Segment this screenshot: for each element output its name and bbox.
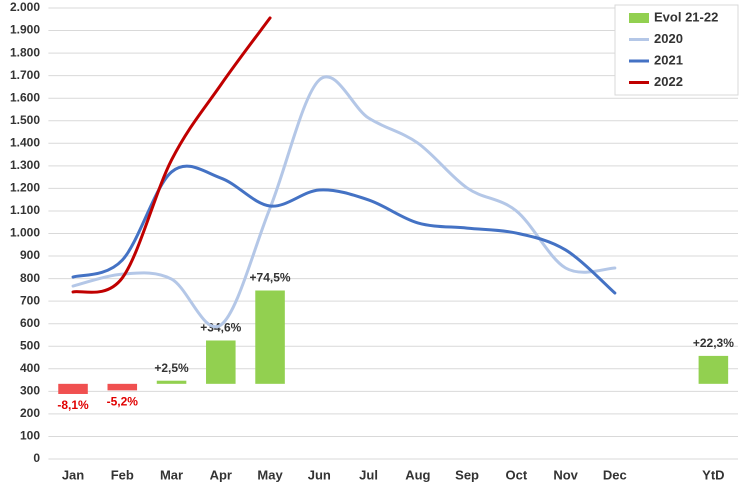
bar xyxy=(58,383,88,394)
legend-label: 2020 xyxy=(654,31,683,46)
data-label: -5,2% xyxy=(107,395,139,409)
y-tick-label: 1.400 xyxy=(10,135,40,149)
y-tick-label: 1.500 xyxy=(10,113,40,127)
x-tick-label: May xyxy=(257,467,283,482)
line xyxy=(71,75,617,329)
bar xyxy=(255,290,285,384)
y-tick-label: 500 xyxy=(20,338,40,352)
x-tick-label: Feb xyxy=(111,467,134,482)
y-tick-label: 900 xyxy=(20,248,40,262)
x-tick-label: Aug xyxy=(405,467,430,482)
line xyxy=(71,16,272,294)
bar xyxy=(698,355,729,384)
data-label: +2,5% xyxy=(154,361,189,375)
data-label: +74,5% xyxy=(250,271,291,285)
bar xyxy=(206,340,236,384)
x-tick-label: Nov xyxy=(553,467,578,482)
y-tick-label: 1.100 xyxy=(10,203,40,217)
y-tick-label: 800 xyxy=(20,271,40,285)
x-tick-label: Jan xyxy=(62,467,84,482)
y-tick-label: 0 xyxy=(33,451,40,465)
x-tick-label: YtD xyxy=(702,467,724,482)
y-tick-label: 100 xyxy=(20,429,40,443)
x-tick-label: Mar xyxy=(160,467,183,482)
x-tick-label: Jun xyxy=(308,467,331,482)
y-tick-label: 1.600 xyxy=(10,90,40,104)
y-tick-label: 1.300 xyxy=(10,158,40,172)
legend-label: 2022 xyxy=(654,74,683,89)
y-tick-label: 1.200 xyxy=(10,181,40,195)
data-label: -8,1% xyxy=(57,398,89,412)
y-tick-label: 1.800 xyxy=(10,45,40,59)
y-tick-label: 2.000 xyxy=(10,0,40,14)
x-tick-label: Apr xyxy=(210,467,232,482)
data-label: +22,3% xyxy=(693,336,734,350)
y-tick-label: 700 xyxy=(20,293,40,307)
y-tick-label: 1.000 xyxy=(10,226,40,240)
x-tick-label: Jul xyxy=(359,467,378,482)
y-tick-label: 1.700 xyxy=(10,68,40,82)
bar xyxy=(156,380,187,384)
legend-label: Evol 21-22 xyxy=(654,9,718,24)
y-tick-label: 1.900 xyxy=(10,23,40,37)
y-tick-label: 300 xyxy=(20,384,40,398)
x-tick-label: Oct xyxy=(506,467,528,482)
y-tick-label: 600 xyxy=(20,316,40,330)
x-tick-label: Sep xyxy=(455,467,479,482)
x-tick-label: Dec xyxy=(603,467,627,482)
y-tick-label: 200 xyxy=(20,406,40,420)
bar xyxy=(107,383,138,391)
legend-swatch xyxy=(629,13,649,23)
legend-label: 2021 xyxy=(654,52,683,67)
y-tick-label: 400 xyxy=(20,361,40,375)
